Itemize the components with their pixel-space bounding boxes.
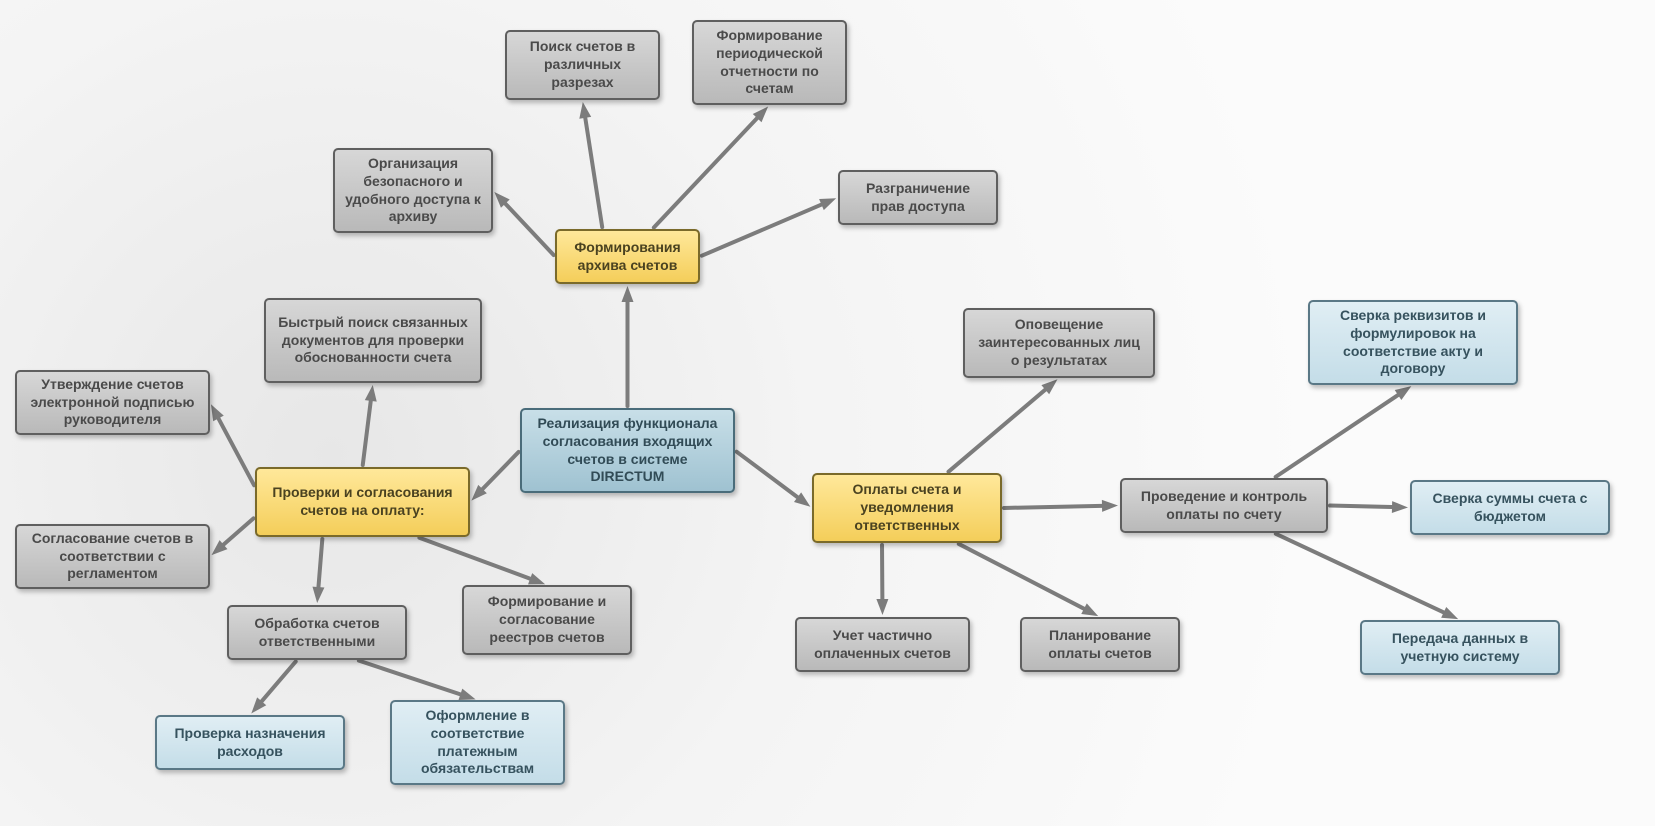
node-label: Планирование оплаты счетов — [1030, 627, 1170, 663]
node-chk_registry: Формирование и согласование реестров сче… — [462, 585, 632, 655]
node-label: Разграничение прав доступа — [848, 180, 988, 216]
node-chk_payform: Оформление в соответствие платежным обяз… — [390, 700, 565, 785]
node-label: Утверждение счетов электронной подписью … — [25, 376, 200, 430]
node-ctrl: Проведение и контроль оплаты по счету — [1120, 478, 1328, 533]
node-arch_rights: Разграничение прав доступа — [838, 170, 998, 225]
node-chk_process: Обработка счетов ответственными — [227, 605, 407, 660]
node-pay_notify: Оповещение заинтересованных лиц о резуль… — [963, 308, 1155, 378]
node-label: Оповещение заинтересованных лиц о резуль… — [973, 316, 1145, 370]
node-label: Передача данных в учетную систему — [1370, 630, 1550, 666]
node-label: Сверка суммы счета с бюджетом — [1420, 490, 1600, 526]
node-label: Оформление в соответствие платежным обяз… — [400, 707, 555, 779]
node-label: Поиск счетов в различных разрезах — [515, 38, 650, 92]
node-label: Организация безопасного и удобного досту… — [343, 155, 483, 227]
node-label: Формирование и согласование реестров сче… — [472, 593, 622, 647]
node-archive: Формирования архива счетов — [555, 229, 700, 284]
node-pay_partial: Учет частично оплаченных счетов — [795, 617, 970, 672]
node-label: Проведение и контроль оплаты по счету — [1130, 488, 1318, 524]
node-chk_reglament: Согласование счетов в соответствии с рег… — [15, 524, 210, 589]
node-chk_purpose: Проверка назначения расходов — [155, 715, 345, 770]
node-pay_plan: Планирование оплаты счетов — [1020, 617, 1180, 672]
node-arch_search: Поиск счетов в различных разрезах — [505, 30, 660, 100]
node-center: Реализация функционала согласования вход… — [520, 408, 735, 493]
diagram-canvas: Реализация функционала согласования вход… — [0, 0, 1655, 826]
node-arch_access: Организация безопасного и удобного досту… — [333, 148, 493, 233]
node-chk_fast: Быстрый поиск связанных документов для п… — [264, 298, 482, 383]
node-pay: Оплаты счета и уведомления ответственных — [812, 473, 1002, 543]
node-label: Быстрый поиск связанных документов для п… — [274, 314, 472, 368]
node-label: Проверка назначения расходов — [165, 725, 335, 761]
node-ctrl_req: Сверка реквизитов и формулировок на соот… — [1308, 300, 1518, 385]
node-chk_sign: Утверждение счетов электронной подписью … — [15, 370, 210, 435]
diagram-arrows — [0, 0, 1655, 826]
node-label: Проверки и согласования счетов на оплату… — [265, 484, 460, 520]
node-label: Оплаты счета и уведомления ответственных — [822, 481, 992, 535]
node-label: Обработка счетов ответственными — [237, 615, 397, 651]
node-label: Формирование периодической отчетности по… — [702, 27, 837, 99]
node-label: Формирования архива счетов — [565, 239, 690, 275]
node-label: Согласование счетов в соответствии с рег… — [25, 530, 200, 584]
node-ctrl_budget: Сверка суммы счета с бюджетом — [1410, 480, 1610, 535]
node-label: Реализация функционала согласования вход… — [530, 415, 725, 487]
node-label: Сверка реквизитов и формулировок на соот… — [1318, 307, 1508, 379]
node-ctrl_transfer: Передача данных в учетную систему — [1360, 620, 1560, 675]
node-arch_report: Формирование периодической отчетности по… — [692, 20, 847, 105]
node-label: Учет частично оплаченных счетов — [805, 627, 960, 663]
node-check: Проверки и согласования счетов на оплату… — [255, 467, 470, 537]
